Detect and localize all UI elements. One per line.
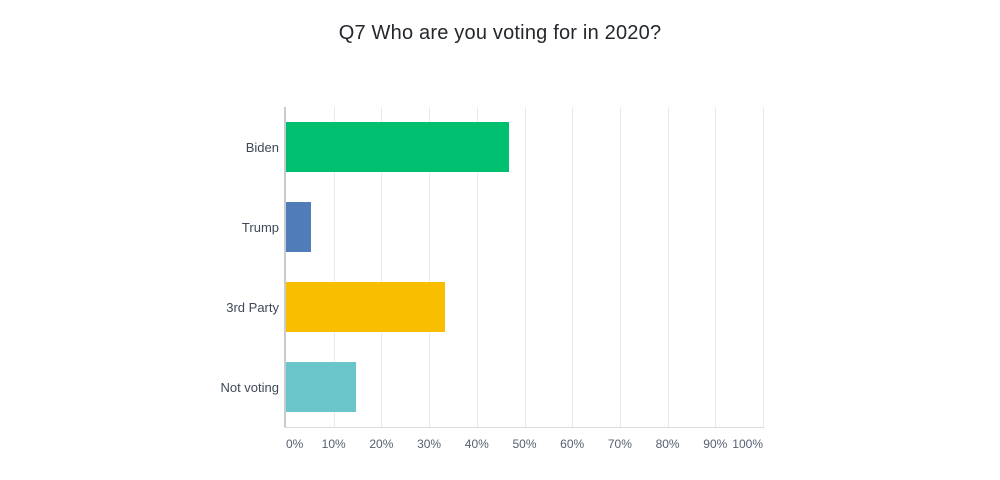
x-tick-label-0: 0% (286, 437, 304, 451)
category-label-3rd-party: 3rd Party (226, 299, 279, 315)
bar-3rd-party (286, 282, 446, 332)
x-tick-label-30: 30% (417, 437, 442, 451)
x-tick-label-70: 70% (607, 437, 632, 451)
chart-title: Q7 Who are you voting for in 2020? (338, 22, 662, 44)
gridline (429, 107, 431, 427)
x-tick-label-100: 100% (732, 437, 763, 451)
bar-not-voting (286, 362, 356, 412)
gridline (667, 107, 669, 427)
y-axis-line (284, 107, 286, 428)
gridline (381, 107, 383, 427)
category-label-not-voting: Not voting (220, 379, 279, 395)
x-tick-label-20: 20% (369, 437, 394, 451)
x-tick-label-90: 90% (703, 437, 728, 451)
bar-biden (286, 122, 510, 172)
gridline (476, 107, 478, 427)
x-axis-line (284, 427, 764, 428)
bar-row-biden (286, 107, 763, 187)
bar-trump (286, 202, 311, 252)
plot-area (286, 107, 764, 427)
bar-series (286, 107, 763, 427)
x-tick-label-40: 40% (464, 437, 489, 451)
grid (286, 107, 764, 427)
x-tick-label-50: 50% (512, 437, 537, 451)
gridline (572, 107, 574, 427)
gridline (715, 107, 717, 427)
category-labels: Biden Trump 3rd Party Not voting (0, 107, 280, 427)
bar-row-3rd-party (286, 267, 763, 347)
category-label-biden: Biden (245, 139, 279, 155)
x-tick-label-80: 80% (655, 437, 680, 451)
gridline (333, 107, 335, 427)
gridline (619, 107, 621, 427)
x-tick-label-60: 60% (560, 437, 585, 451)
bar-row-not-voting (286, 347, 763, 427)
x-tick-label-10: 10% (321, 437, 346, 451)
category-label-trump: Trump (241, 219, 279, 235)
gridline (524, 107, 526, 427)
bar-row-trump (286, 187, 763, 267)
x-axis-tick-labels: 0% 10% 20% 30% 40% 50% 60% 70% 80% 90% 100% (286, 437, 763, 452)
gridline (763, 107, 764, 427)
